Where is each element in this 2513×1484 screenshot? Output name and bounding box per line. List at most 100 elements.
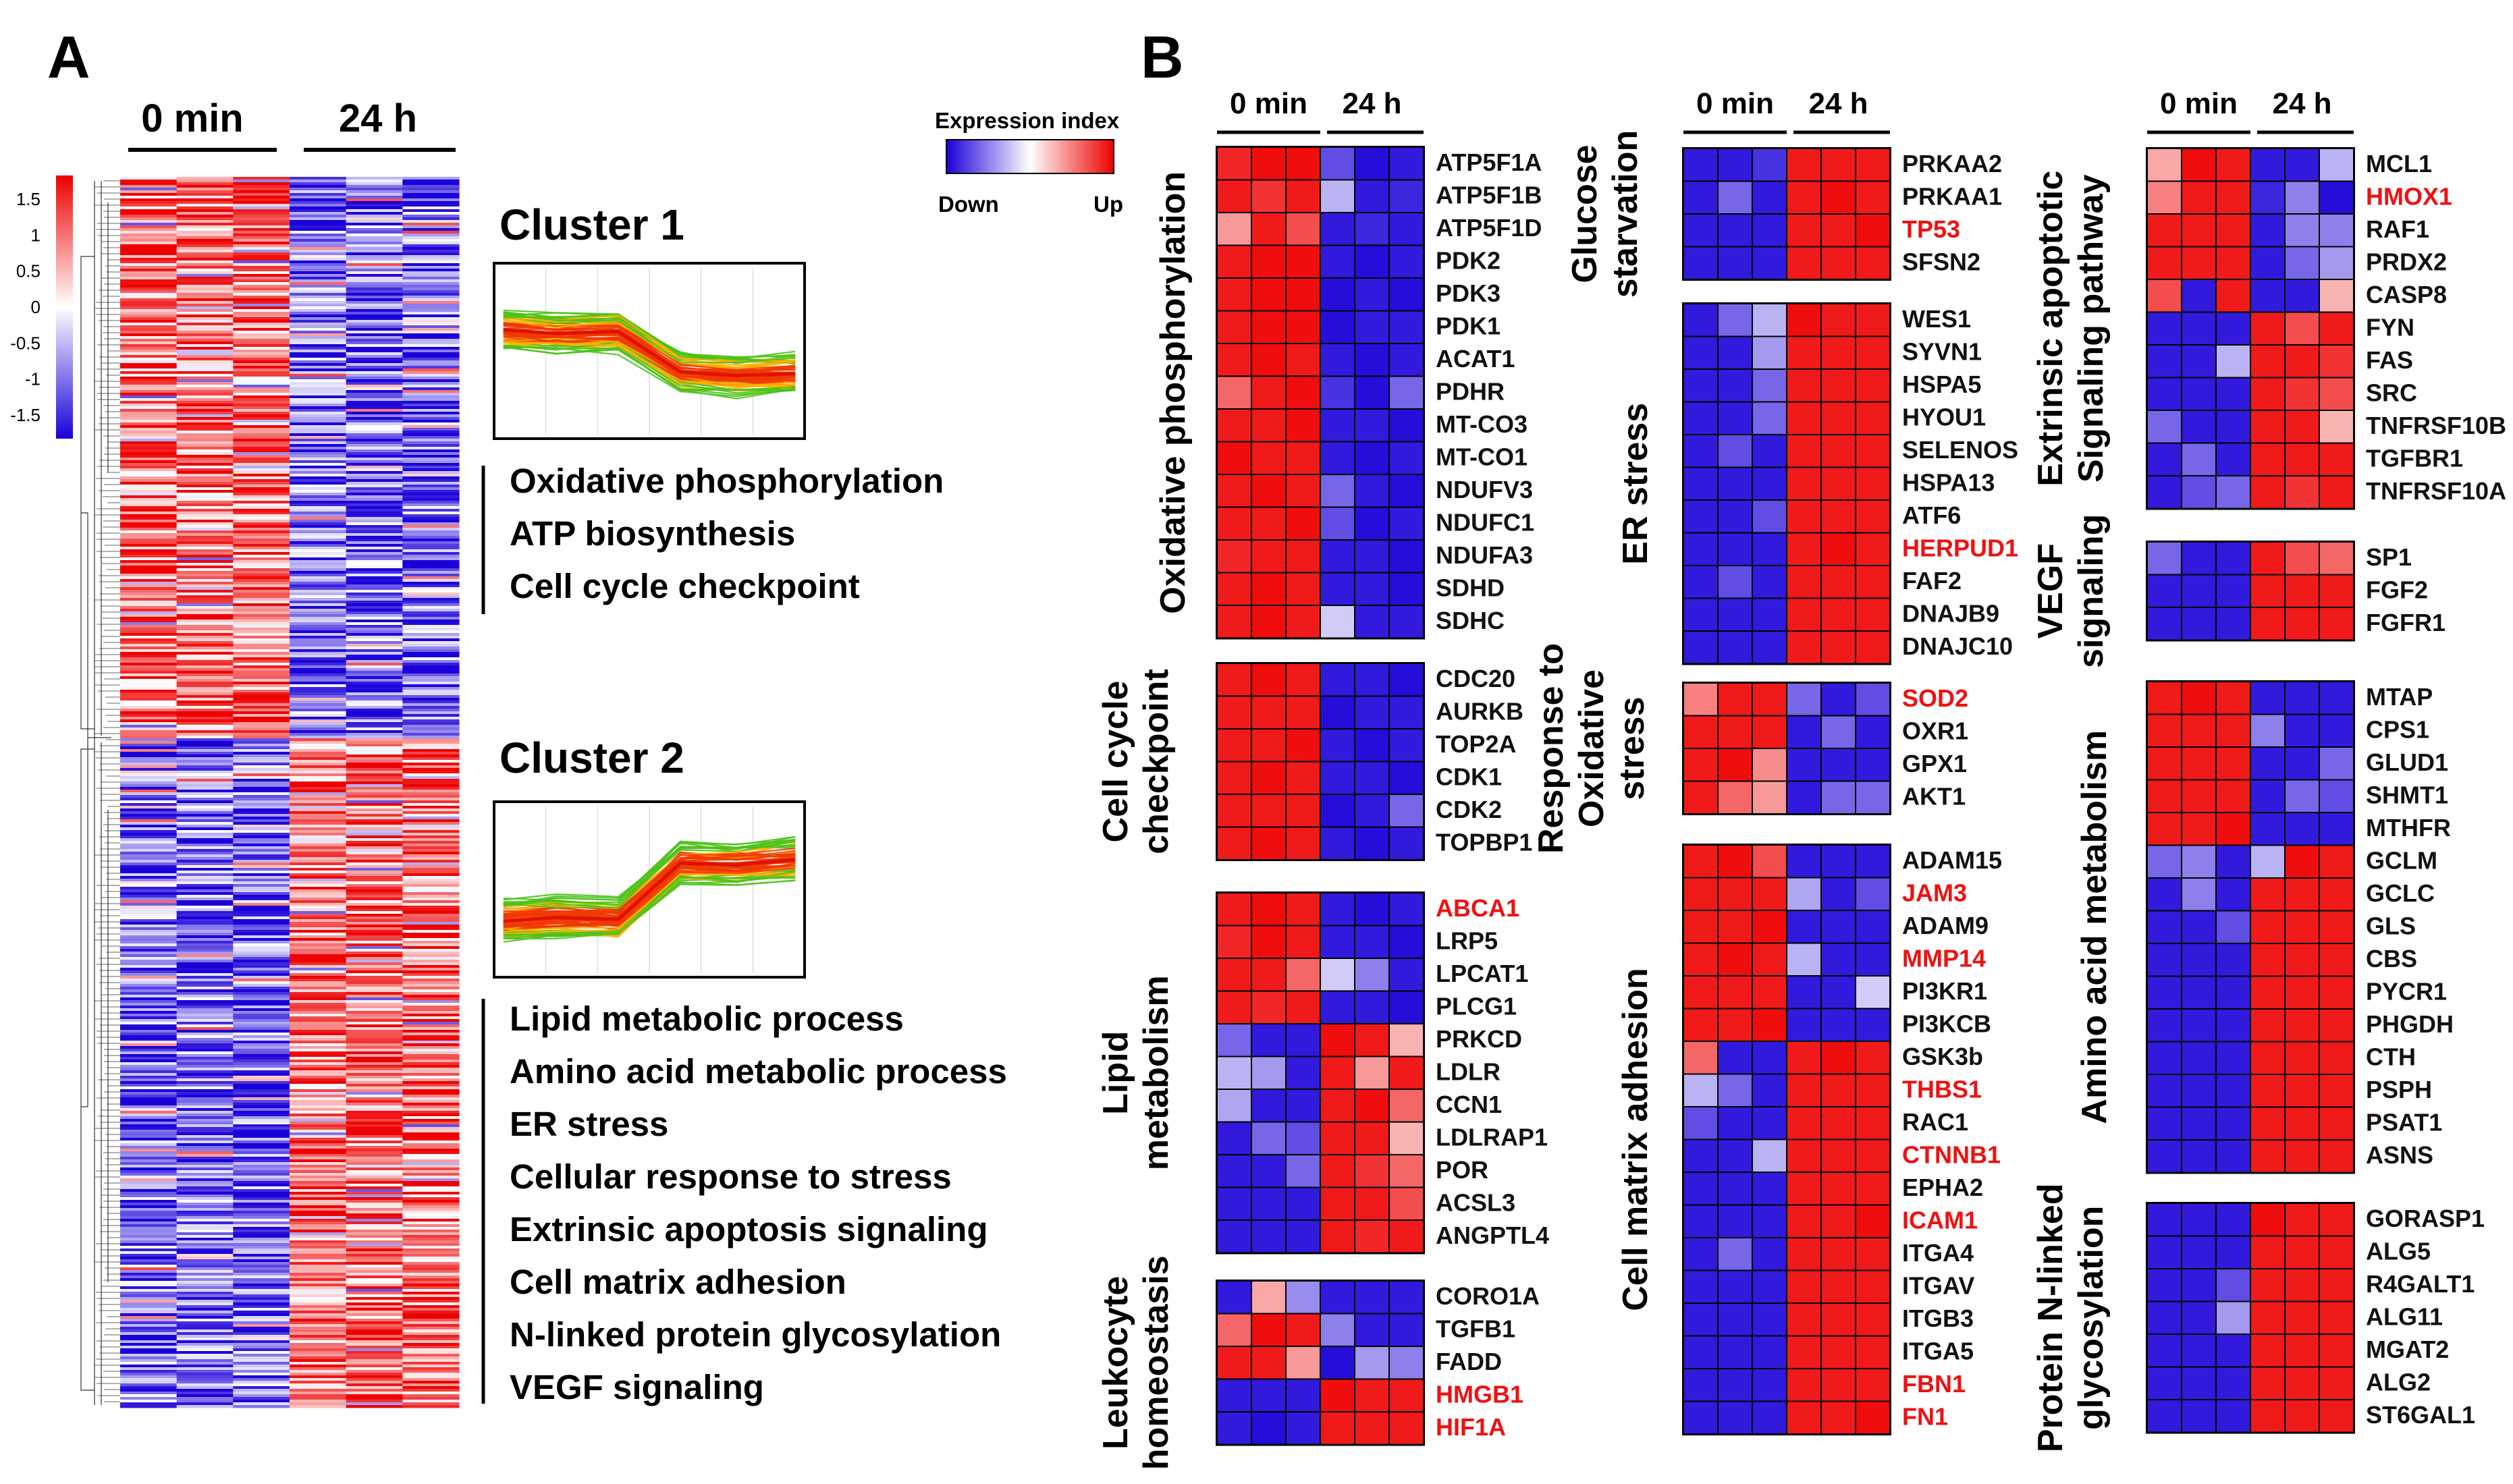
heatmap-cell bbox=[1285, 441, 1321, 475]
heatmap-cell bbox=[346, 957, 403, 960]
heatmap-cell bbox=[402, 1127, 460, 1130]
heatmap-cell bbox=[402, 835, 460, 839]
heatmap-cell bbox=[2284, 213, 2320, 248]
heatmap-cell bbox=[402, 992, 460, 995]
heatmap-cell bbox=[120, 258, 178, 261]
heatmap-cell bbox=[120, 1227, 178, 1230]
heatmap-cell bbox=[176, 649, 234, 653]
heatmap-cell bbox=[346, 900, 403, 904]
heatmap-cell bbox=[233, 1108, 290, 1111]
heatmap-cell bbox=[176, 636, 234, 639]
gene-label: ITGAV bbox=[1902, 1271, 1974, 1299]
heatmap-cell bbox=[1354, 1378, 1390, 1412]
heatmap-cell bbox=[402, 1054, 460, 1057]
heatmap-cell bbox=[346, 927, 403, 931]
heatmap-cell bbox=[346, 579, 403, 582]
heatmap-cell bbox=[402, 593, 460, 596]
heatmap-cell bbox=[346, 1016, 403, 1020]
heatmap-cell bbox=[176, 941, 234, 944]
heatmap-cell bbox=[176, 487, 234, 491]
heatmap-cell bbox=[402, 660, 460, 663]
heatmap-cell bbox=[346, 1030, 403, 1033]
heatmap-cell bbox=[402, 698, 460, 701]
heatmap-cell bbox=[402, 401, 460, 404]
heatmap-cell bbox=[233, 1073, 290, 1076]
heatmap-cell bbox=[120, 209, 178, 213]
heatmap-cell bbox=[120, 530, 178, 534]
heatmap-cell bbox=[1683, 844, 1719, 879]
heatmap-cell bbox=[290, 1232, 347, 1236]
heatmap-cell bbox=[233, 379, 290, 383]
heatmap-cell bbox=[1820, 148, 1856, 182]
heatmap-cell bbox=[176, 1141, 234, 1144]
heatmap-cell bbox=[402, 1035, 460, 1039]
heatmap-cell bbox=[176, 452, 234, 456]
heatmap-cell bbox=[346, 776, 403, 779]
heatmap-cell bbox=[233, 1122, 290, 1125]
heatmap-cell bbox=[290, 371, 347, 375]
heatmap-cell bbox=[233, 1297, 290, 1300]
heatmap-cell bbox=[346, 601, 403, 604]
heatmap-cell bbox=[233, 754, 290, 758]
gene-label: PSAT1 bbox=[2366, 1108, 2442, 1136]
heatmap-cell bbox=[1752, 748, 1787, 782]
heatmap-cell bbox=[120, 952, 178, 955]
heatmap-cell bbox=[176, 314, 234, 318]
heatmap-cell bbox=[1752, 368, 1787, 403]
heatmap-cell bbox=[402, 903, 460, 906]
heatmap-cell bbox=[1320, 892, 1355, 927]
heatmap-cell bbox=[290, 366, 347, 369]
heatmap-cell bbox=[233, 741, 290, 744]
heatmap-cell bbox=[233, 1227, 290, 1230]
heatmap-cell bbox=[1683, 180, 1719, 215]
heatmap-cell bbox=[233, 1365, 290, 1368]
heatmap-cell bbox=[233, 1138, 290, 1141]
heatmap-cell bbox=[233, 655, 290, 658]
heatmap-cell bbox=[402, 649, 460, 653]
heatmap-cell bbox=[290, 485, 347, 488]
heatmap-cell bbox=[290, 282, 347, 285]
heatmap-cell bbox=[1855, 335, 1891, 370]
heatmap-cell bbox=[176, 1216, 234, 1219]
heatmap-cell bbox=[402, 1016, 460, 1020]
gene-label: JAM3 bbox=[1902, 879, 1967, 906]
heatmap-cell bbox=[233, 382, 290, 385]
heatmap-cell bbox=[1216, 728, 1252, 763]
heatmap-cell bbox=[120, 757, 178, 761]
heatmap-cell bbox=[2146, 877, 2182, 912]
heatmap-cell bbox=[120, 471, 178, 474]
heatmap-cell bbox=[1216, 408, 1252, 443]
heatmap-cell bbox=[290, 1097, 347, 1101]
heatmap-cell bbox=[233, 593, 290, 596]
heatmap-cell bbox=[176, 660, 234, 663]
profile-line bbox=[503, 346, 796, 391]
heatmap-cell bbox=[176, 228, 234, 231]
heatmap-cell bbox=[176, 1176, 234, 1179]
heatmap-cell bbox=[233, 1041, 290, 1044]
heatmap-cell bbox=[2215, 1074, 2251, 1108]
heatmap-cell bbox=[346, 1014, 403, 1017]
heatmap-cell bbox=[176, 485, 234, 488]
heatmap-cell bbox=[290, 1111, 347, 1114]
heatmap-cell bbox=[233, 455, 290, 458]
heatmap-cell bbox=[290, 865, 347, 869]
heatmap-cell bbox=[290, 1165, 347, 1168]
heatmap-cell bbox=[120, 520, 178, 523]
heatmap-cell bbox=[402, 1070, 460, 1074]
heatmap-cell bbox=[233, 398, 290, 402]
heatmap-cell bbox=[402, 498, 460, 501]
heatmap-cell bbox=[402, 995, 460, 998]
heatmap-cell bbox=[233, 995, 290, 998]
heatmap-cell bbox=[1683, 401, 1719, 435]
heatmap-cell bbox=[346, 1124, 403, 1128]
heatmap-cell bbox=[233, 212, 290, 215]
heatmap-cell bbox=[233, 1008, 290, 1012]
heatmap-cell bbox=[290, 852, 347, 855]
heatmap-cell bbox=[290, 244, 347, 248]
heatmap-cell bbox=[176, 274, 234, 277]
heatmap-cell bbox=[290, 539, 347, 542]
heatmap-cell bbox=[290, 1213, 347, 1217]
heatmap-cell bbox=[120, 752, 178, 755]
heatmap-cell bbox=[1388, 146, 1424, 181]
heatmap-cell bbox=[233, 185, 290, 188]
